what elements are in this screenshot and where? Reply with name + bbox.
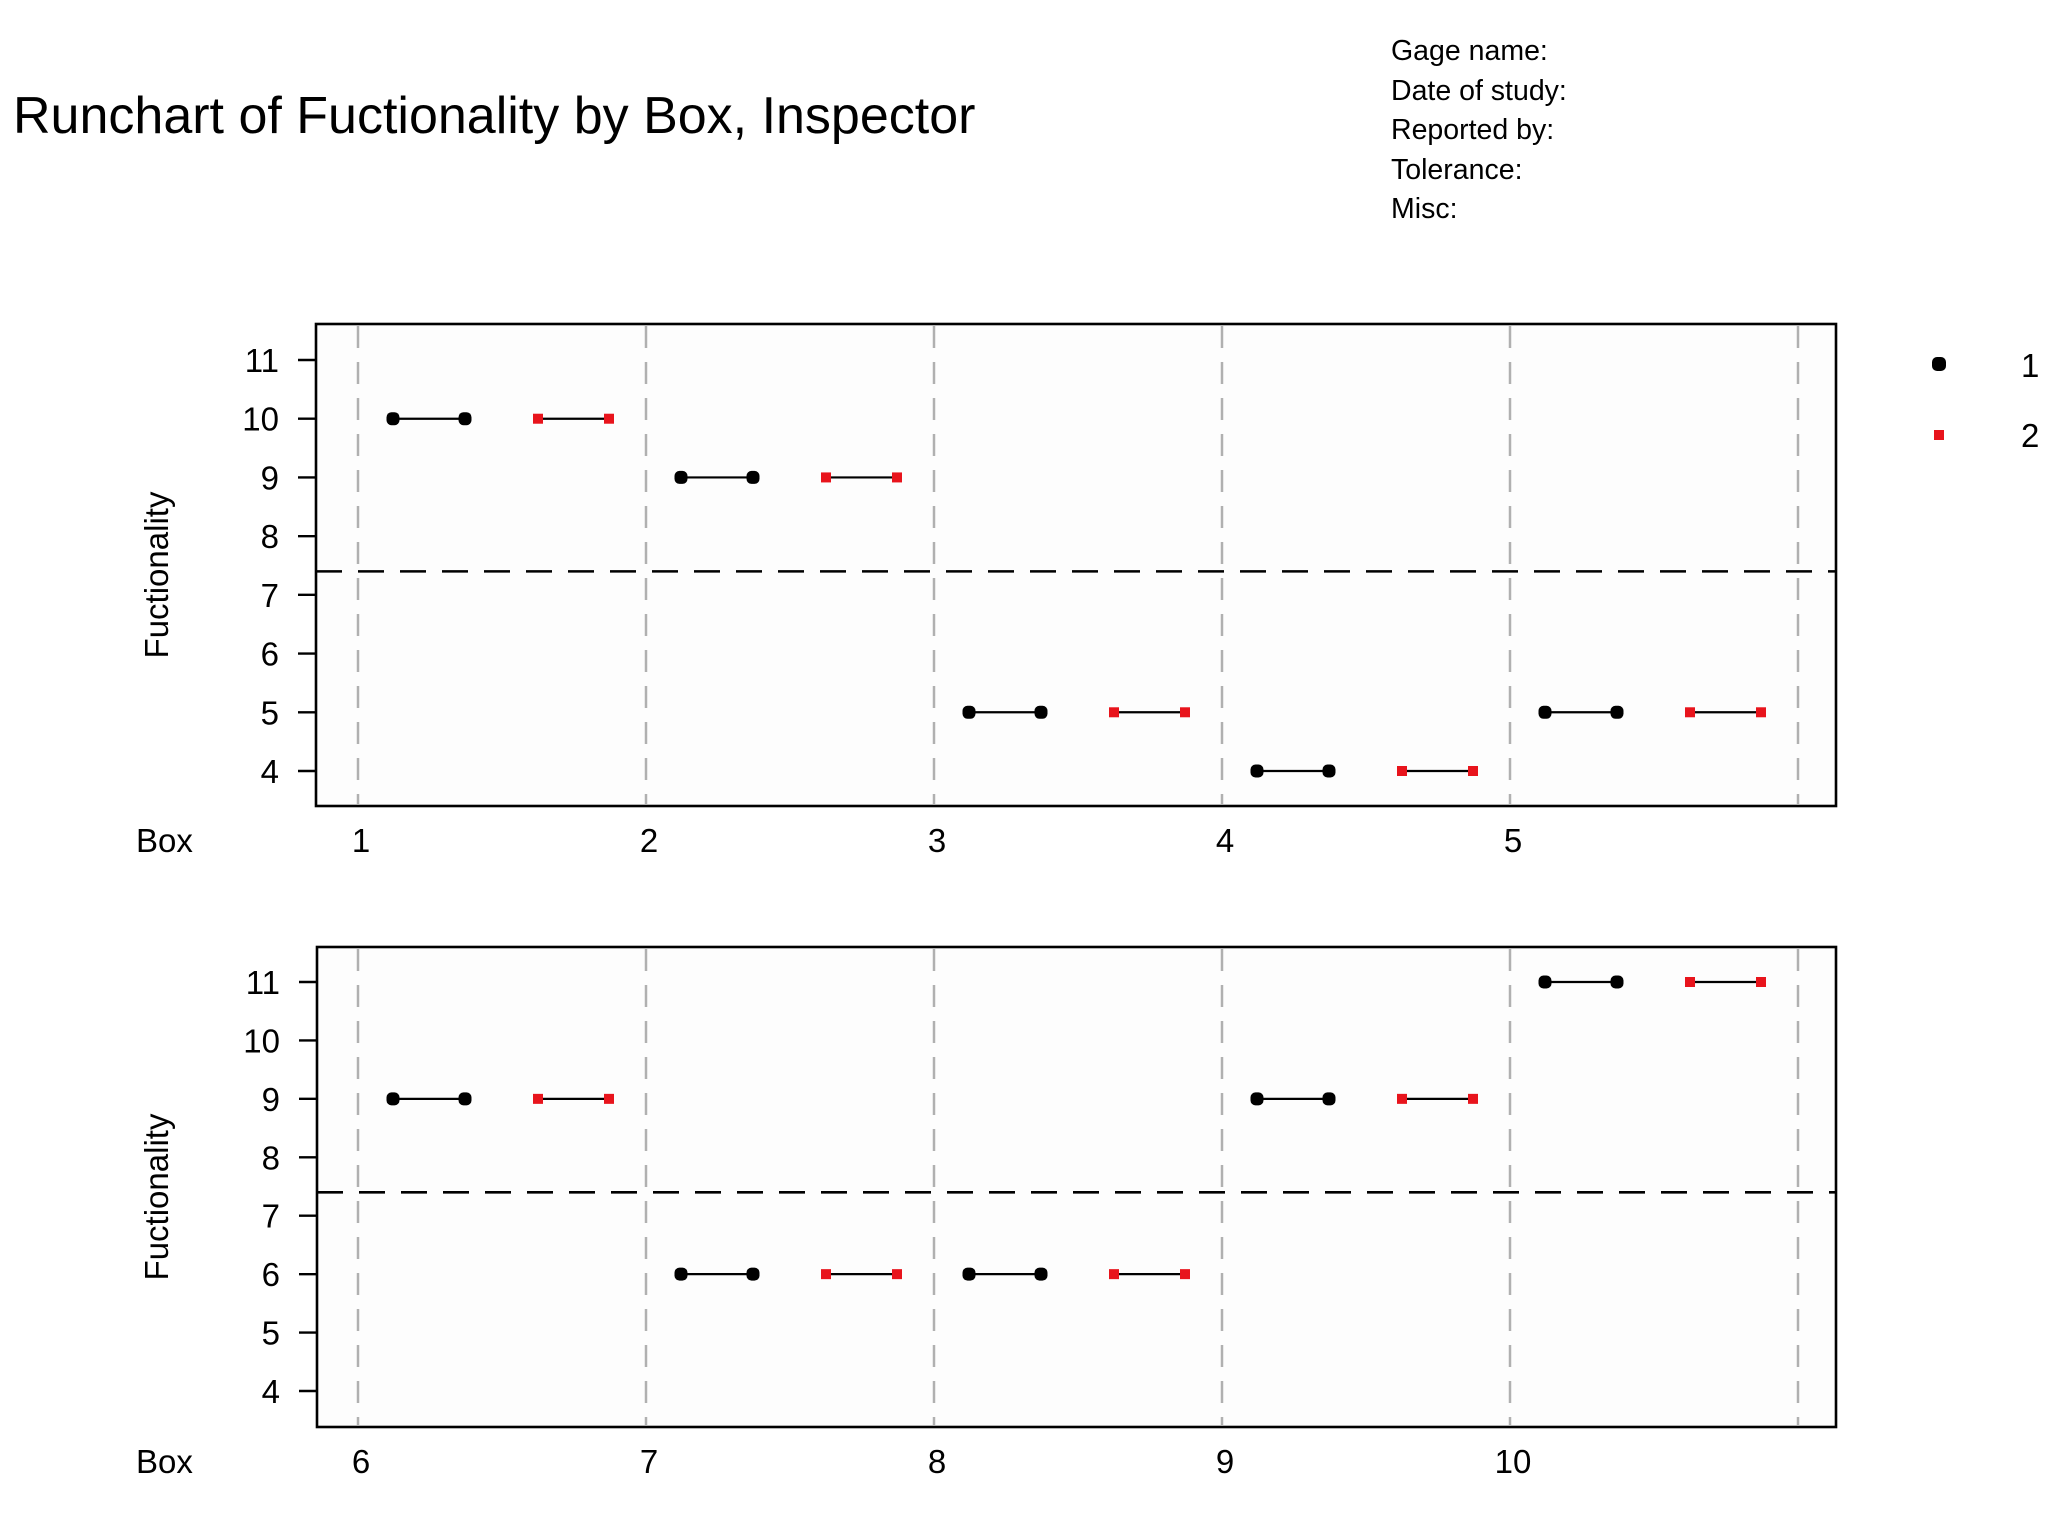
inspector-1-point [1322,1092,1336,1106]
y-tick-label: 8 [262,1139,280,1176]
inspector-1-point [746,1267,760,1281]
plot-area [317,947,1836,1427]
inspector-2-point [1180,1269,1190,1280]
inspector-2-point [1685,707,1695,718]
legend-marker-square-icon [1934,430,1944,440]
inspector-1-point [674,1267,688,1281]
y-tick-label: 7 [261,577,279,614]
gage-info-block: Gage name: Date of study: Reported by: T… [1391,32,1567,230]
inspector-2-point [1468,766,1478,776]
plot-frame [314,322,1838,808]
misc-label: Misc: [1391,193,1458,225]
inspector-1-point [746,470,760,484]
inspector-1-point [1610,705,1624,719]
inspector-2-point [1397,1093,1407,1104]
inspector-2-point [533,413,543,424]
y-tick-label: 9 [261,459,279,496]
y-tick-label: 8 [261,518,279,555]
inspector-2-point [604,413,614,424]
y-tick-label: 10 [242,401,279,438]
y-axis-label: Fuctionality [138,1113,175,1280]
date-of-study-label: Date of study: [1391,74,1567,107]
plot-frame [315,945,1838,1429]
x-axis-label: Box [136,822,193,859]
plot-area [316,324,1836,806]
inspector-1-point [1610,975,1624,989]
x-axis-label: Box [136,1443,193,1480]
legend: 12 [1932,347,2039,454]
inspector-1-point [1250,764,1264,778]
inspector-1-point [386,412,400,426]
box-tick-label: 7 [640,1443,658,1480]
inspector-2-point [1685,977,1695,987]
inspector-2-point [1180,707,1190,718]
panel-1: 4 5 6 7 8 9 10 11 Fuctionality Box 1 2 3 4 5 [136,322,1838,859]
inspector-2-point [604,1093,614,1104]
inspector-1-point [1538,975,1552,989]
tolerance-label: Tolerance: [1391,153,1523,186]
inspector-1-point [1250,1092,1264,1106]
inspector-1-point [674,470,688,484]
inspector-1-point [1538,705,1552,719]
inspector-1-point [458,412,472,426]
y-tick-label: 4 [262,1373,280,1410]
inspector-1-point [962,1267,976,1281]
inspector-2-point [821,1269,831,1280]
inspector-2-point [1756,707,1766,718]
inspector-1-point [1322,764,1336,778]
inspector-1-point [1034,705,1048,719]
box-tick-label: 8 [928,1443,946,1480]
inspector-2-point [1109,707,1119,718]
inspector-2-point [1468,1093,1478,1104]
box-tick-label: 6 [352,1443,370,1480]
box-tick-label: 9 [1216,1443,1234,1480]
box-tick-label: 10 [1495,1443,1532,1480]
inspector-2-point [1397,766,1407,776]
y-axis-label: Fuctionality [138,491,175,658]
reported-by-label: Reported by: [1391,114,1555,146]
y-tick-label: 6 [261,636,279,673]
y-tick-label: 9 [262,1081,280,1118]
legend-label-1: 1 [2021,347,2039,384]
panel-2: 4 5 6 7 8 9 10 11 Fuctionality Box 6 7 8 9 10 [136,945,1838,1480]
y-tick-label: 7 [262,1198,280,1235]
inspector-2-point [533,1093,543,1104]
legend-marker-circle-icon [1932,357,1946,371]
gage-name-label: Gage name: [1391,35,1548,67]
inspector-1-point [386,1092,400,1106]
inspector-1-point [962,705,976,719]
y-tick-label: 11 [245,342,279,379]
inspector-2-point [1756,977,1766,987]
inspector-2-point [892,1269,902,1280]
box-tick-label: 2 [640,822,658,859]
inspector-1-point [1034,1267,1048,1281]
y-tick-label: 5 [261,694,279,731]
y-tick-label: 6 [262,1256,280,1293]
box-tick-label: 5 [1504,822,1522,859]
y-tick-label: 5 [262,1315,280,1352]
inspector-2-point [821,472,831,483]
inspector-1-point [458,1092,472,1106]
inspector-2-point [1109,1269,1119,1280]
box-tick-label: 3 [928,822,946,859]
legend-label-2: 2 [2021,417,2039,454]
box-tick-label: 1 [352,822,370,859]
chart-title: Runchart of Fuctionality by Box, Inspect… [13,87,976,145]
inspector-2-point [892,472,902,483]
box-tick-label: 4 [1216,822,1234,859]
y-tick-label: 4 [261,753,279,790]
y-tick-label: 10 [243,1022,280,1059]
y-tick-label: 11 [246,964,280,1001]
